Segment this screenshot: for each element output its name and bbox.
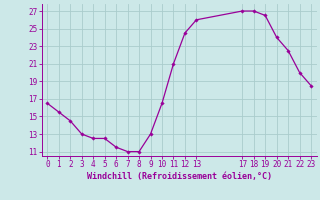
X-axis label: Windchill (Refroidissement éolien,°C): Windchill (Refroidissement éolien,°C)	[87, 172, 272, 181]
